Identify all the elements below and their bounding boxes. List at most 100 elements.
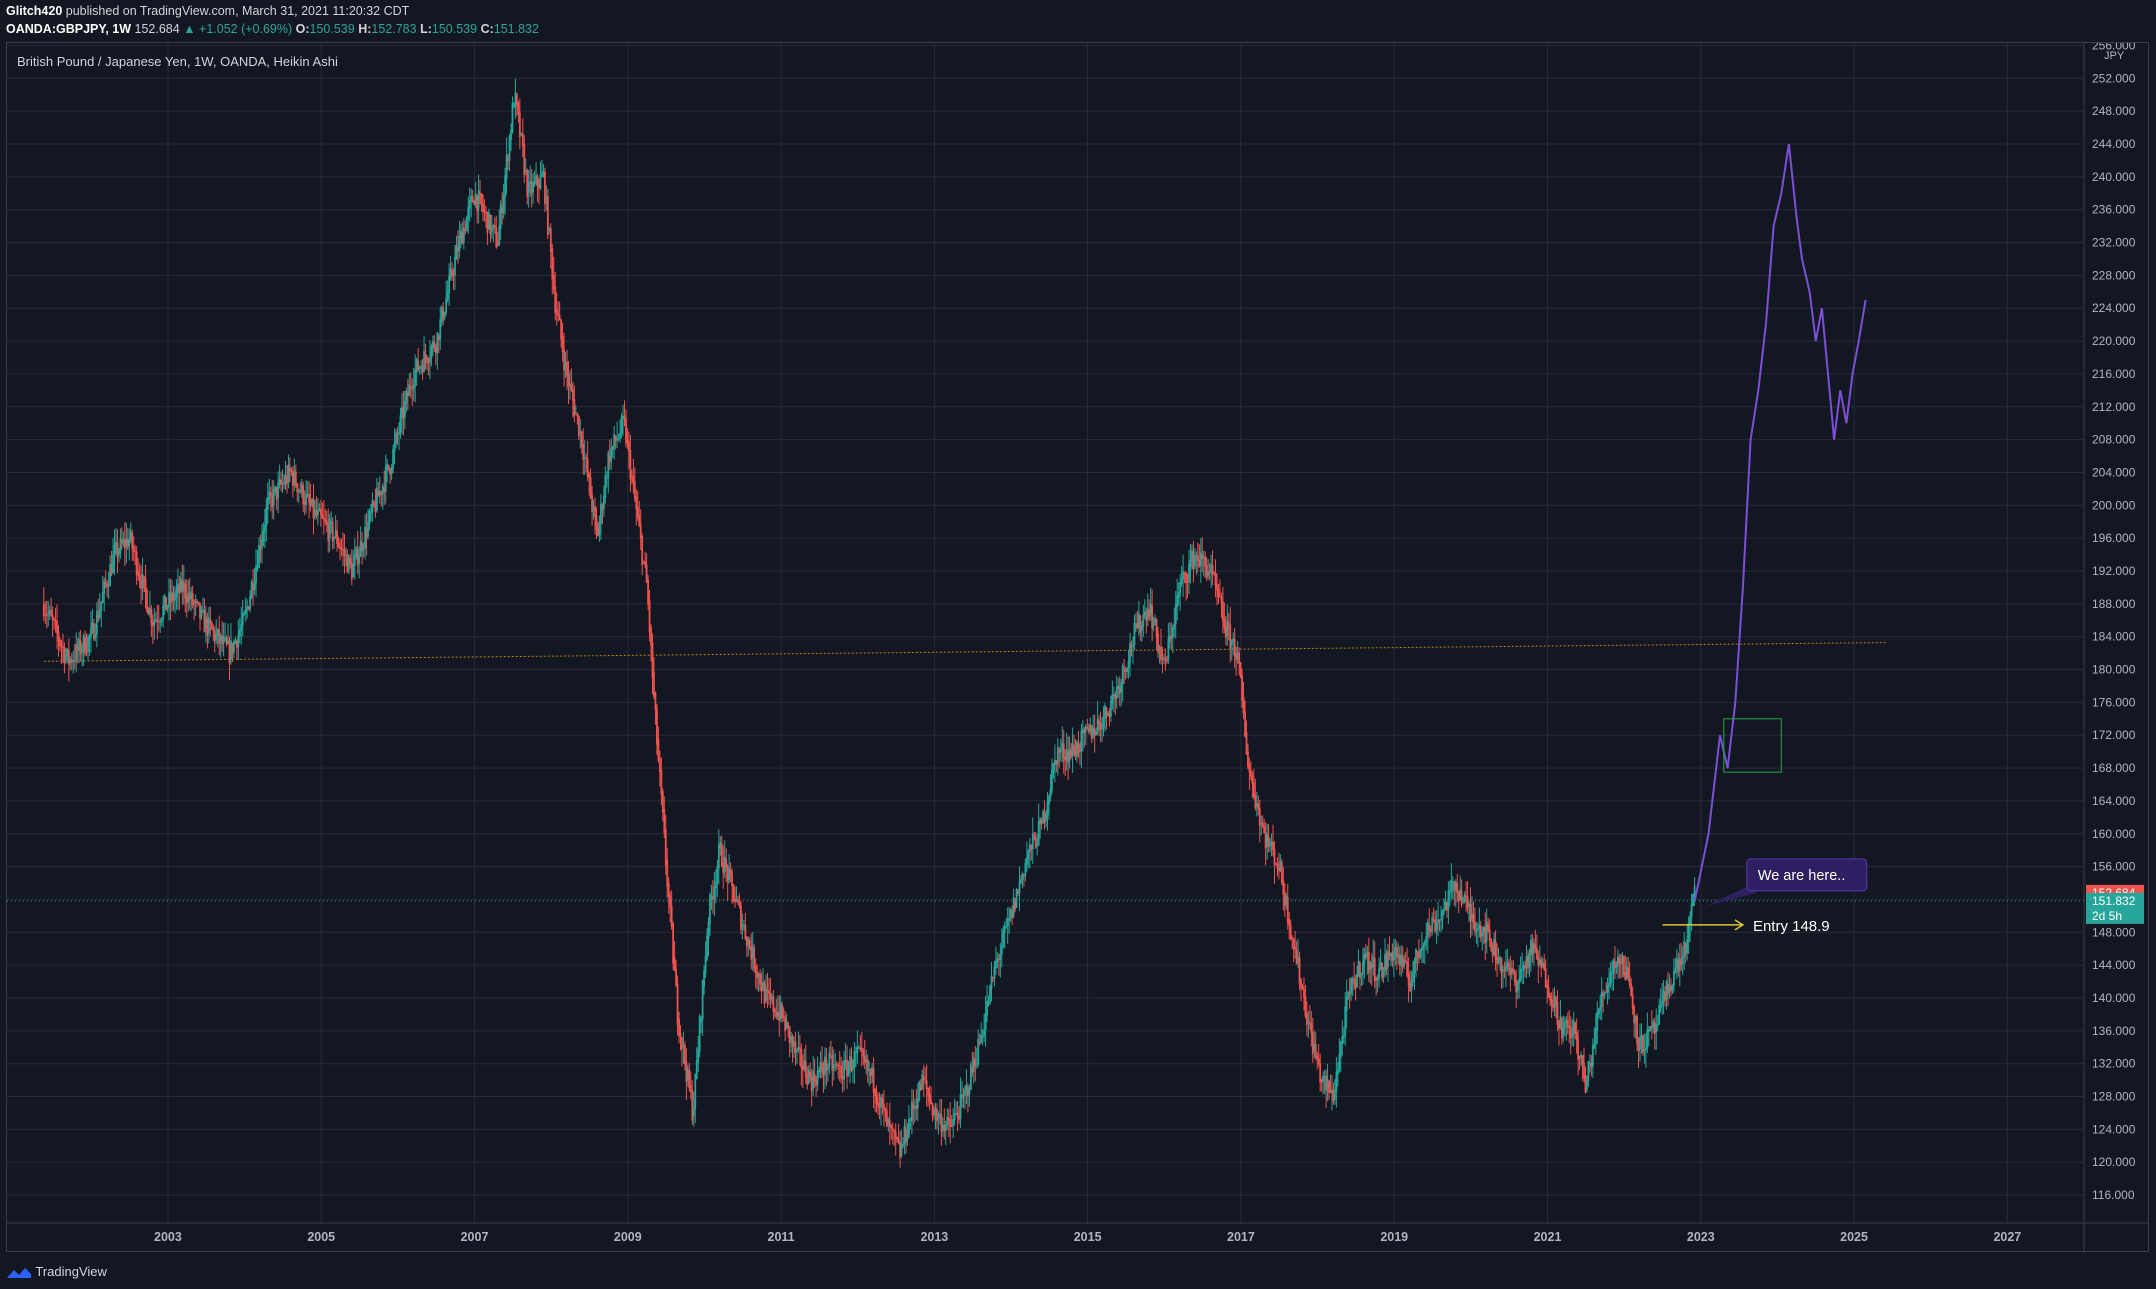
candle-body [1230, 639, 1233, 645]
candle-body [1516, 982, 1519, 991]
symbol-label[interactable]: OANDA:GBPJPY, 1W [6, 22, 132, 36]
candle-body [899, 1142, 902, 1158]
candle-body [118, 552, 120, 556]
candle-body [187, 592, 190, 603]
candle-body [1205, 565, 1208, 578]
candle-body [1108, 713, 1111, 718]
candle-body [691, 1090, 694, 1121]
candle-body [1089, 724, 1092, 732]
candle-body [112, 554, 114, 573]
candle-body [1310, 1023, 1313, 1034]
candle-body [508, 136, 511, 161]
candle-body [172, 593, 175, 602]
candle-body [1606, 984, 1609, 993]
candle-body [934, 1107, 937, 1116]
candle-body [216, 628, 219, 635]
candle-body [539, 175, 542, 189]
candle-body [1202, 556, 1205, 559]
candle-body [1283, 892, 1286, 907]
candle-body [997, 958, 1000, 961]
candle-body [235, 640, 238, 649]
candle-body [1300, 979, 1302, 988]
candle-body [1170, 636, 1173, 639]
currency-label: JPY [2104, 50, 2125, 62]
candle-body [1031, 833, 1034, 849]
candle-body [557, 313, 560, 316]
candle-body [1422, 945, 1425, 949]
y-tick-label: 168.000 [2092, 761, 2136, 775]
candle-body [831, 1055, 834, 1072]
candle-body [675, 969, 677, 986]
candle-body [113, 544, 116, 558]
candle-body [1563, 1022, 1566, 1029]
candle-body [471, 196, 474, 203]
y-tick-label: 212.000 [2092, 400, 2136, 414]
candle-body [1457, 891, 1460, 902]
y-tick-label: 252.000 [2092, 71, 2136, 85]
candle-body [464, 229, 467, 232]
projection-path[interactable] [1693, 143, 1867, 902]
candle-body [760, 983, 763, 992]
author-name[interactable]: Glitch420 [6, 4, 63, 18]
candle-body [1179, 582, 1182, 594]
candle-body [1139, 615, 1142, 633]
candle-body [698, 1016, 701, 1052]
candle-body [1668, 984, 1671, 993]
candle-body [958, 1116, 960, 1120]
candle-body [429, 357, 431, 364]
candle-body [650, 627, 652, 646]
candle-body [728, 868, 731, 881]
candle-body [196, 601, 198, 603]
candle-body [877, 1102, 879, 1106]
candle-body [1201, 554, 1204, 560]
y-tick-label: 188.000 [2092, 597, 2136, 611]
candle-body [439, 319, 442, 340]
candle-body [87, 636, 89, 653]
candle-body [268, 491, 271, 500]
support-trend-line[interactable] [43, 642, 1888, 662]
candle-body [1612, 959, 1615, 974]
tradingview-logo[interactable]: TradingView [6, 1264, 107, 1280]
candle-body [402, 408, 405, 419]
chart-header: Glitch420 published on TradingView.com, … [0, 0, 2156, 40]
candle-body [1616, 956, 1619, 967]
candle-body [682, 1044, 685, 1048]
candle-body [1572, 1020, 1575, 1035]
callout-box[interactable] [1746, 858, 1868, 892]
price-chart[interactable]: 116.000 120.000 124.000 128.000 132.000 136.0… [7, 43, 2148, 1251]
x-tick-label: 2017 [1227, 1230, 1255, 1244]
candle-body [1378, 967, 1381, 978]
candle-body [689, 1085, 692, 1092]
candle-body [922, 1076, 925, 1080]
candle-body [499, 204, 502, 229]
candle-body [336, 531, 338, 545]
candle-body [1160, 646, 1162, 661]
candle-body [872, 1068, 875, 1093]
candle-body [1331, 1089, 1333, 1093]
entry-label[interactable]: Entry 148.9 [1753, 918, 1830, 935]
candle-body [716, 865, 719, 884]
candle-body [1135, 623, 1137, 627]
chart-area[interactable]: 116.000 120.000 124.000 128.000 132.000 136.0… [6, 42, 2149, 1252]
y-tick-label: 208.000 [2092, 433, 2136, 447]
low-label: L: [420, 22, 432, 36]
candle-body [1334, 1090, 1336, 1100]
candle-body [785, 1021, 788, 1030]
candle-body [54, 620, 57, 622]
candle-body [1577, 1038, 1580, 1060]
candle-body [1186, 581, 1189, 583]
y-tick-label: 220.000 [2092, 334, 2136, 348]
candle-body [300, 483, 303, 492]
candle-body [209, 619, 212, 624]
candle-body [1017, 891, 1019, 894]
candle-body [271, 495, 274, 507]
candle-body [296, 483, 299, 493]
candle-body [358, 555, 361, 564]
high-value: 152.783 [371, 22, 417, 36]
target-box[interactable] [1723, 718, 1782, 773]
candle-body [890, 1126, 893, 1129]
candle-body [933, 1114, 935, 1116]
candle-body [1423, 942, 1426, 946]
candle-body [1298, 957, 1301, 984]
candle-body [1045, 814, 1047, 821]
